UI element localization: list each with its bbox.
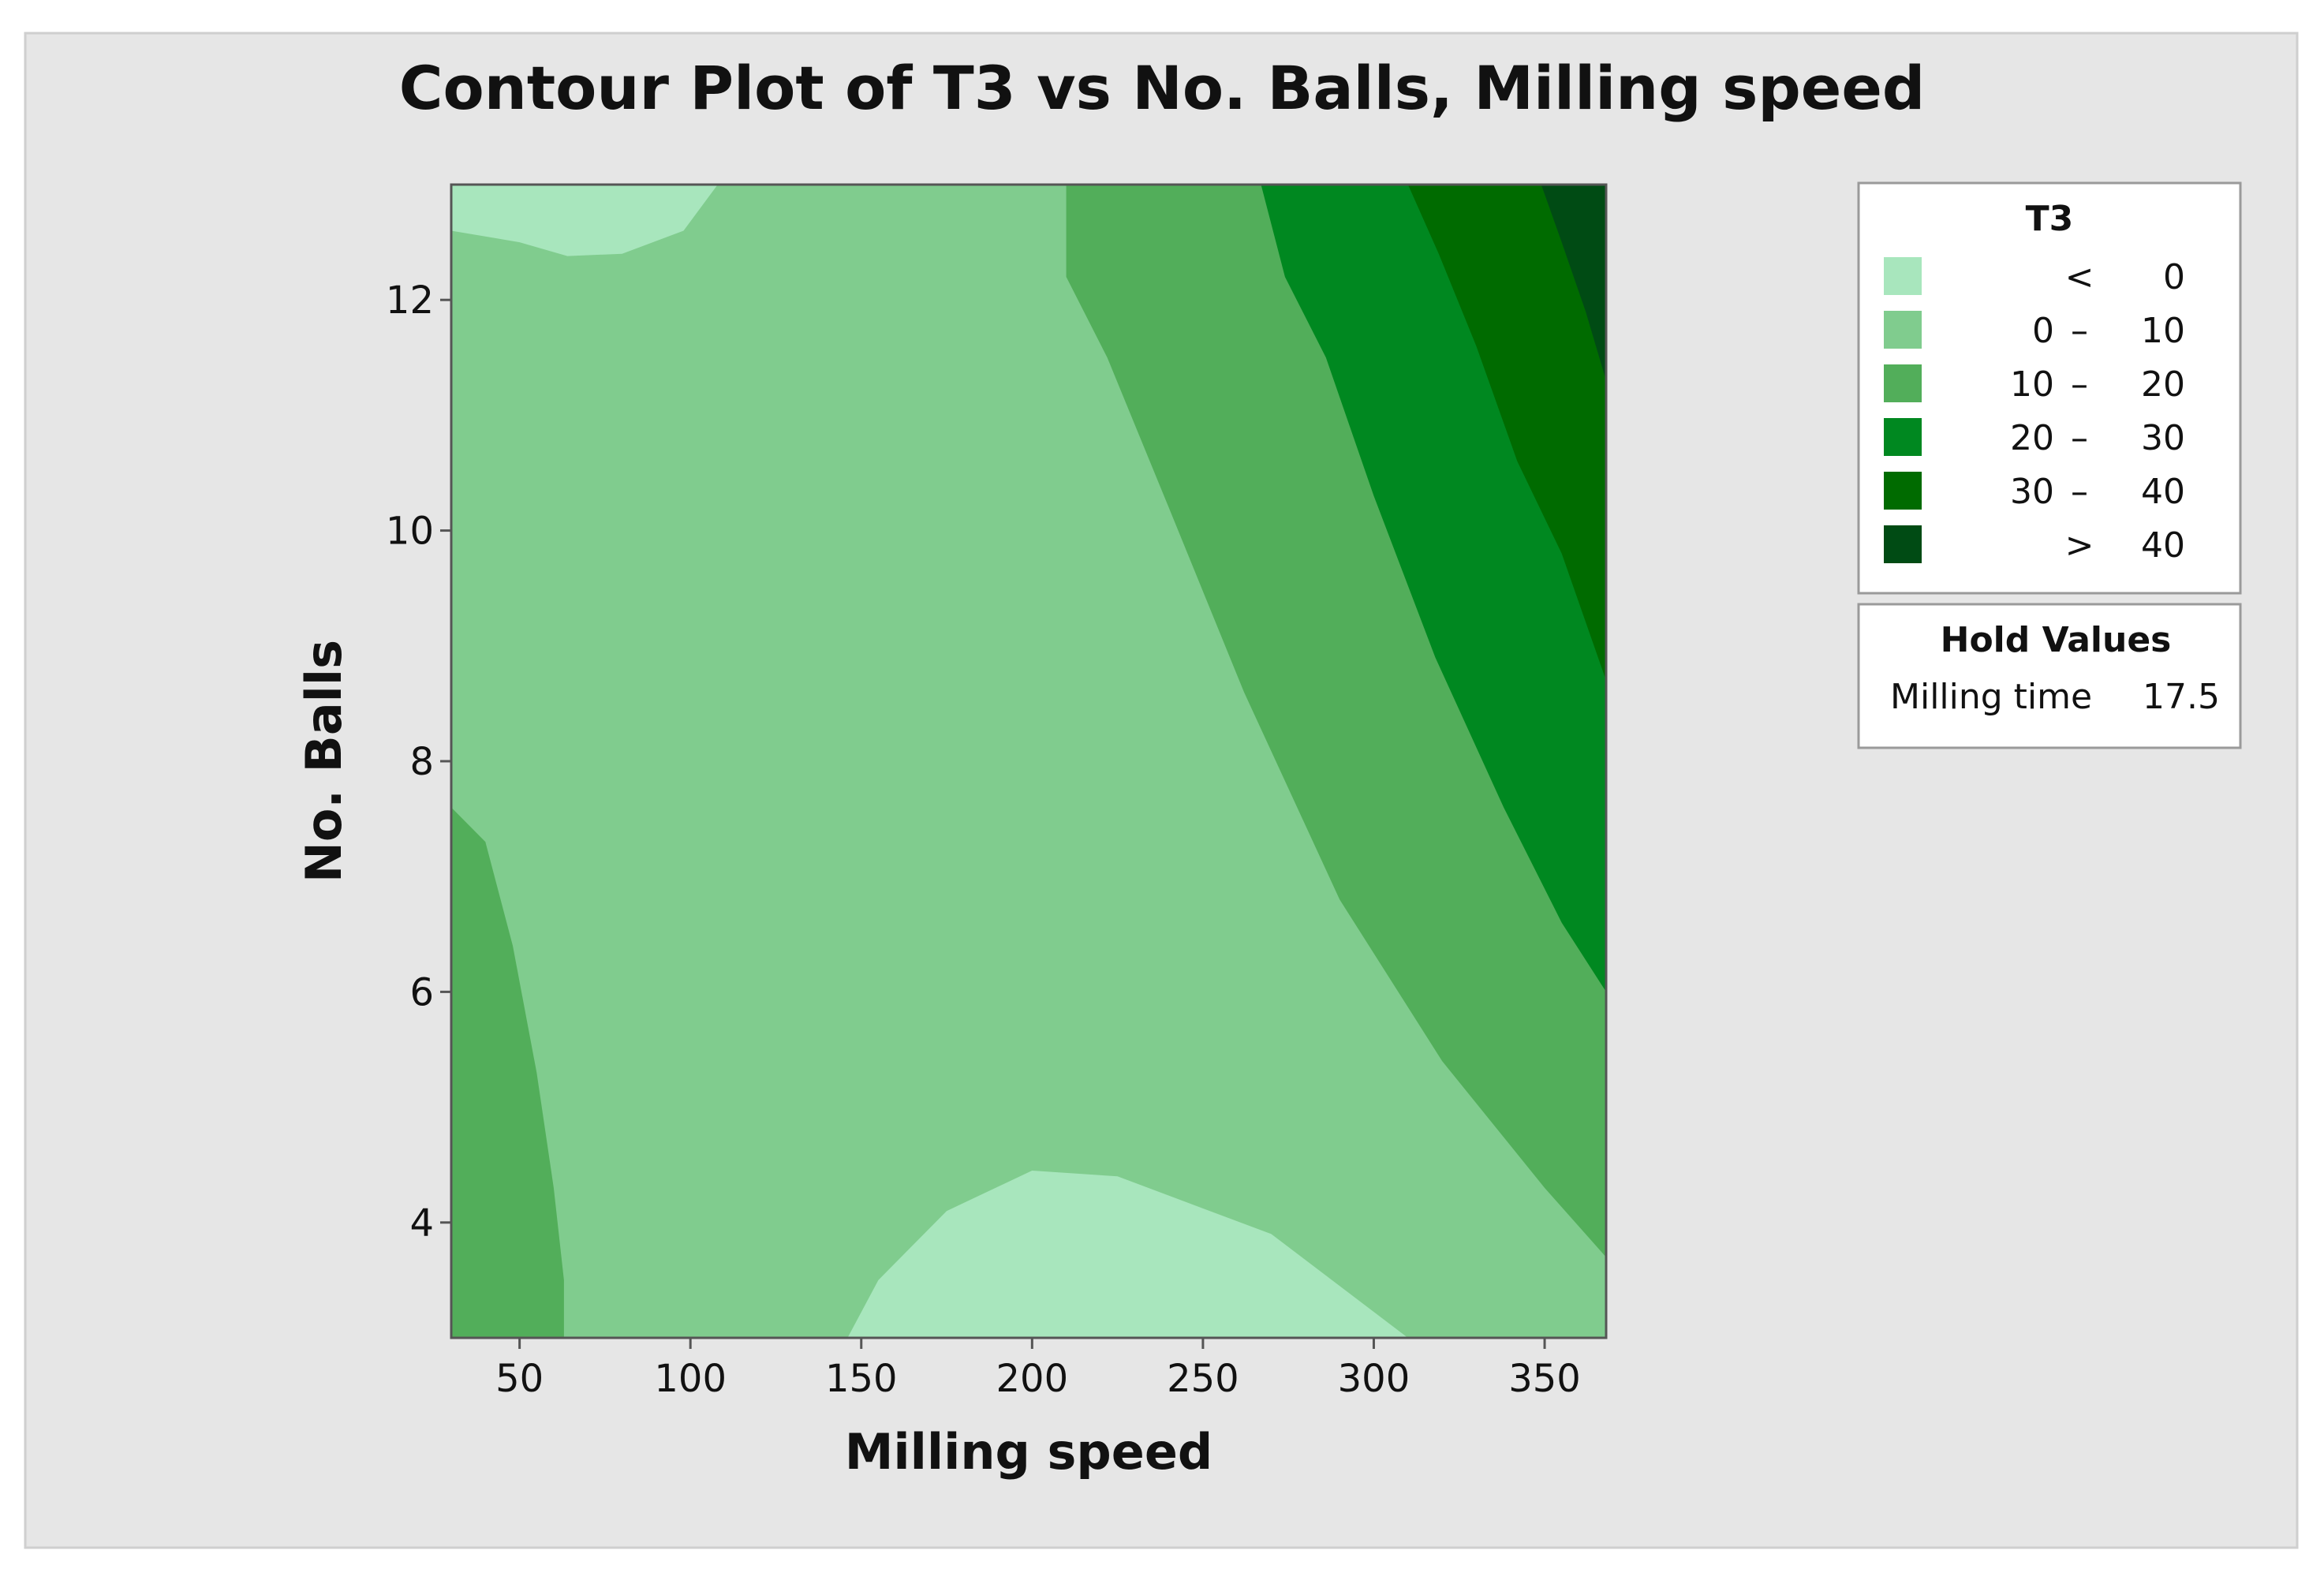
- y-tick-label: 4: [409, 1201, 434, 1246]
- hold-values-frame: [1857, 603, 2242, 749]
- x-tick-label: 100: [654, 1357, 727, 1401]
- x-axis-label: Milling speed: [845, 1423, 1213, 1481]
- contour-region-lt-0-2: [847, 1171, 1408, 1338]
- y-tick-label: 10: [386, 510, 434, 554]
- legend-swatch: [1884, 311, 1922, 349]
- legend-operator: >: [2065, 525, 2094, 566]
- legend-swatch: [1884, 525, 1922, 563]
- legend-range-high: 30: [2141, 418, 2185, 458]
- legend-range-low: 0: [2032, 311, 2054, 351]
- legend-operator: –: [2071, 311, 2088, 351]
- legend-swatch: [1884, 364, 1922, 402]
- legend-range-low: 30: [2010, 472, 2054, 512]
- contour-region-gt-40-7: [1541, 185, 1606, 381]
- legend-operator: –: [2071, 418, 2088, 458]
- y-tick-label: 12: [386, 278, 434, 323]
- contour-region-lt-0-1: [451, 185, 718, 256]
- legend-range-high: 10: [2141, 311, 2185, 351]
- legend-swatch: [1884, 418, 1922, 456]
- legend-range-high: 40: [2141, 525, 2185, 566]
- hold-values-title: Hold Values: [1941, 620, 2172, 660]
- legend-range-high: 20: [2141, 364, 2185, 405]
- plot-area: [451, 185, 1606, 1338]
- legend-box: [1857, 181, 2242, 595]
- x-tick-label: 250: [1167, 1357, 1239, 1401]
- legend-range-high: 0: [2163, 257, 2185, 297]
- y-axis-label: No. Balls: [295, 640, 353, 883]
- x-tick-label: 50: [495, 1357, 544, 1401]
- legend-operator: <: [2065, 257, 2094, 297]
- y-axis-ticks: 4 6 8 10 12: [386, 278, 451, 1246]
- legend-range-high: 40: [2141, 472, 2185, 512]
- legend-title: T3: [2026, 199, 2074, 239]
- chart-title: Contour Plot of T3 vs No. Balls, Milling…: [399, 53, 1926, 123]
- x-tick-label: 350: [1508, 1357, 1581, 1401]
- legend-operator: –: [2071, 472, 2088, 512]
- legend-range-low: 20: [2010, 418, 2054, 458]
- hold-values-box: Hold Values Milling time 17.5: [1857, 603, 2242, 749]
- legend-range-low: 10: [2010, 364, 2054, 405]
- hold-value-number: 17.5: [2143, 677, 2220, 717]
- hold-value-name: Milling time: [1890, 677, 2092, 717]
- x-tick-label: 200: [996, 1357, 1069, 1401]
- legend-swatch: [1884, 472, 1922, 510]
- legend-operator: –: [2071, 364, 2088, 405]
- x-tick-label: 300: [1338, 1357, 1410, 1401]
- y-tick-label: 6: [409, 970, 434, 1014]
- contour-region-30-40-6: [1407, 185, 1606, 681]
- y-tick-label: 8: [409, 740, 434, 784]
- x-tick-label: 150: [825, 1357, 898, 1401]
- legend-swatch: [1884, 257, 1922, 295]
- contour-region-10-20-3: [451, 807, 564, 1338]
- x-axis-ticks: 50 100 150 200 250 300 350: [495, 1338, 1581, 1401]
